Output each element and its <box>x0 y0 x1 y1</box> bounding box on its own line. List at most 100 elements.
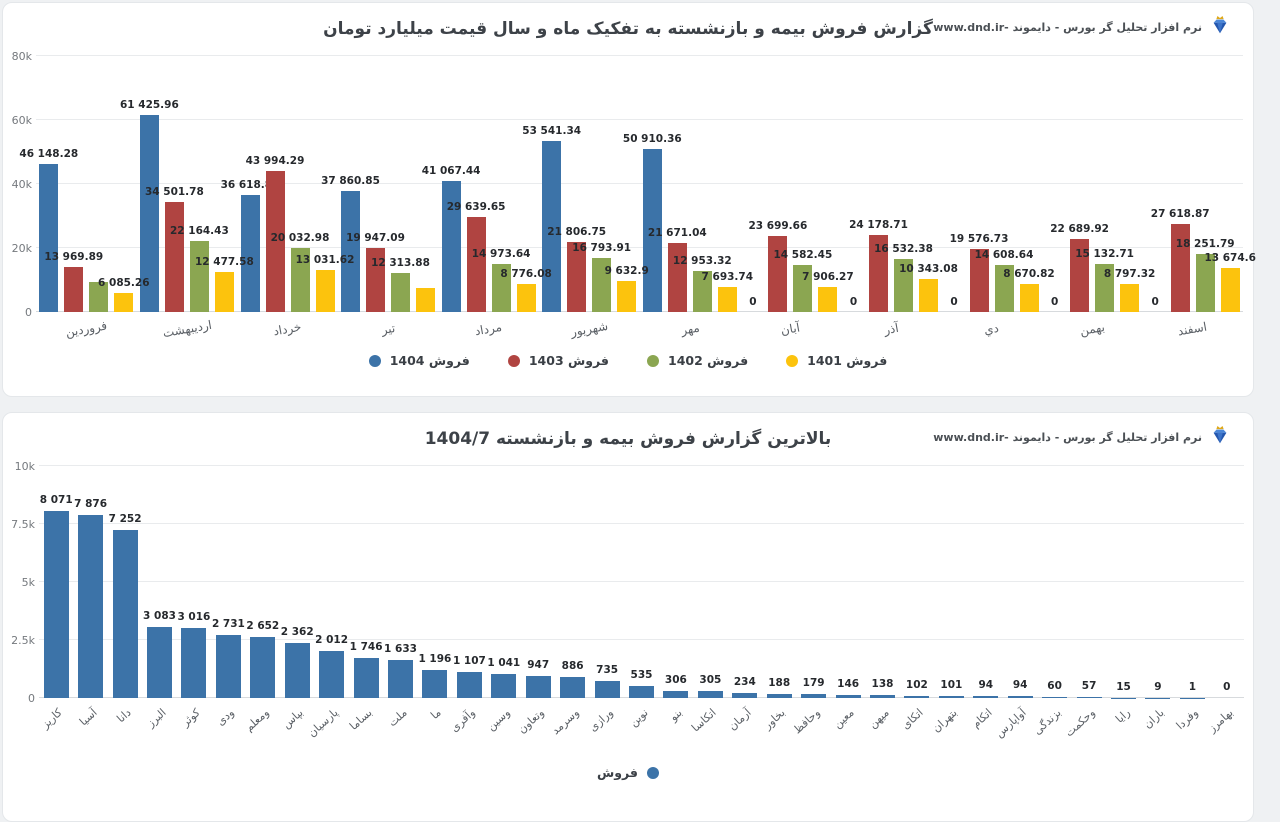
bar-بزندگی[interactable] <box>1042 696 1068 698</box>
bar-فروش 1403-بهمن[interactable] <box>1070 239 1090 312</box>
bar-فروش 1403-تیر[interactable] <box>366 248 385 312</box>
bar-فروش 1403-آذر[interactable] <box>869 234 888 312</box>
bar-نوین[interactable] <box>629 685 654 698</box>
bar-فروش 1402-آذر[interactable] <box>894 259 913 312</box>
bar-فروش 1402-مهر[interactable] <box>692 270 712 312</box>
bar-دانا[interactable] <box>112 529 138 698</box>
bar-ودی[interactable] <box>215 634 241 698</box>
bar-فروش 1402-اسفند[interactable] <box>1195 253 1215 312</box>
bar-فروش 1403-اردیبهشت[interactable] <box>164 201 184 312</box>
bar-فروش 1401-تیر[interactable] <box>416 288 435 312</box>
bar-فروش 1401-فروردین[interactable] <box>114 292 134 312</box>
bar-وحافظ[interactable] <box>801 693 827 698</box>
bar-ملت[interactable] <box>388 660 413 698</box>
bar-فروش 1402-بهمن[interactable] <box>1095 263 1115 312</box>
bar-ورازی[interactable] <box>594 680 620 698</box>
bar-آسیا[interactable] <box>78 515 104 698</box>
bar-فروش 1402-خرداد[interactable] <box>290 247 310 312</box>
bar-value-label: 94 <box>978 678 994 691</box>
bar-فروش 1401-اسفند[interactable] <box>1220 268 1240 312</box>
bar-فروش 1401-دي[interactable] <box>1019 284 1039 312</box>
bar-وسین[interactable] <box>491 673 517 698</box>
bar-فروش 1402-شهریور[interactable] <box>592 258 612 312</box>
bar-فروش 1401-اردیبهشت[interactable] <box>214 272 234 312</box>
bar-value-label: 8 797.32 <box>1103 267 1156 280</box>
bar-فروش 1404-فروردین[interactable] <box>39 164 59 312</box>
bar-فروش 1402-فروردین[interactable] <box>89 281 109 312</box>
y-axis-tick-label: 0 <box>25 306 32 319</box>
bar-فروش 1403-مرداد[interactable] <box>466 217 486 312</box>
bar-فروش 1403-اسفند[interactable] <box>1170 223 1190 312</box>
bar-کاریز[interactable] <box>43 510 69 698</box>
bar-value-label: 7 693.74 <box>701 271 754 284</box>
bar-بپاس[interactable] <box>284 643 310 698</box>
bar-فروش 1401-مرداد[interactable] <box>516 283 536 312</box>
bar-باران[interactable] <box>1145 697 1171 698</box>
bar-بنو[interactable] <box>663 690 689 698</box>
bar-فروش 1402-اردیبهشت[interactable] <box>189 241 209 312</box>
bar-ومعلم[interactable] <box>250 636 276 698</box>
bar-بخاور[interactable] <box>766 693 792 698</box>
bar-وحکمت[interactable] <box>1076 696 1102 698</box>
bar-بتهران[interactable] <box>938 695 964 698</box>
bar-میهن[interactable] <box>870 694 895 698</box>
bar-فروش 1404-تیر[interactable] <box>341 190 360 312</box>
legend-item-فروش 1403[interactable]: فروش 1403 <box>507 353 609 368</box>
bar-فروش 1403-شهریور[interactable] <box>567 242 587 312</box>
bar-فروش 1401-بهمن[interactable] <box>1120 283 1140 312</box>
bar-فروش 1403-آبان[interactable] <box>768 236 788 312</box>
bar-value-label: 46 148.28 <box>19 148 79 161</box>
bar-فروش 1402-تیر[interactable] <box>391 272 410 312</box>
legend-item-فروش 1404[interactable]: فروش 1404 <box>368 353 470 368</box>
bar-بساما[interactable] <box>353 657 379 698</box>
bar-value-label: 21 806.75 <box>547 226 607 239</box>
bar-فروش 1401-خرداد[interactable] <box>315 270 335 312</box>
bar-وتعاون[interactable] <box>525 676 551 698</box>
bar-آواپارس[interactable] <box>1007 695 1033 698</box>
bar-اتکاسا[interactable] <box>697 690 723 698</box>
bar-فروش 1403-دي[interactable] <box>969 249 989 312</box>
bar-فروش 1404-شهریور[interactable] <box>542 140 562 312</box>
bar-فروش 1404-اردیبهشت[interactable] <box>139 115 159 312</box>
bar-فروش 1404-مرداد[interactable] <box>441 180 461 312</box>
bar-فروش 1401-شهریور[interactable] <box>617 281 637 312</box>
bar-value-label: 1 746 <box>349 640 383 653</box>
bar-فروش 1402-مرداد[interactable] <box>491 264 511 312</box>
bar-آرمان[interactable] <box>732 692 758 698</box>
bar-وآفری[interactable] <box>456 672 482 698</box>
legend-item-فروش 1401[interactable]: فروش 1401 <box>786 353 887 368</box>
x-axis-label-بهمن: بهمن <box>1078 319 1106 339</box>
diamond-logo-icon <box>1209 424 1231 450</box>
x-axis-label-بهامرز: بهامرز <box>1205 706 1236 735</box>
bar-اتکام[interactable] <box>973 695 999 698</box>
bar-فروش 1403-مهر[interactable] <box>667 242 687 312</box>
legend-item-فروش 1402[interactable]: فروش 1402 <box>647 353 748 368</box>
bar-پارسیان[interactable] <box>319 651 345 698</box>
bar-فروش 1401-آبان[interactable] <box>818 286 838 312</box>
brand-link[interactable]: نرم افزار تحلیل گر بورس - دایموند -www.d… <box>933 14 1231 40</box>
bar-فروش 1401-آذر[interactable] <box>919 278 938 312</box>
bar-فروش 1402-دي[interactable] <box>994 265 1014 312</box>
bar-ما[interactable] <box>422 670 448 698</box>
bar-وفردا[interactable] <box>1179 697 1205 698</box>
legend-item-forush[interactable]: فروش <box>597 765 659 780</box>
bar-فروش 1404-مهر[interactable] <box>642 149 662 312</box>
bar-معین[interactable] <box>835 694 861 698</box>
y-axis-tick-label: 5k <box>21 576 35 589</box>
bar-کوثر[interactable] <box>181 628 207 698</box>
bar-وسرمد[interactable] <box>560 677 586 698</box>
bar-value-label: 36 618.82 <box>220 178 280 191</box>
bar-فروش 1403-فروردین[interactable] <box>64 267 84 312</box>
bar-اتکای[interactable] <box>904 695 930 698</box>
bar-فروش 1404-خرداد[interactable] <box>240 194 260 312</box>
bar-البرز[interactable] <box>147 626 172 698</box>
bar-value-label: 94 <box>1012 678 1028 691</box>
bar-فروش 1401-مهر[interactable] <box>717 287 737 312</box>
bar-value-label: 886 <box>561 660 584 673</box>
bar-فروش 1402-آبان[interactable] <box>793 265 813 312</box>
bar-value-label: 34 501.78 <box>144 185 204 198</box>
bar-فروش 1403-خرداد[interactable] <box>265 171 285 312</box>
brand-link[interactable]: نرم افزار تحلیل گر بورس - دایموند -www.d… <box>933 424 1231 450</box>
bar-value-label: 2 731 <box>211 617 245 630</box>
bar-رایا[interactable] <box>1111 697 1136 698</box>
